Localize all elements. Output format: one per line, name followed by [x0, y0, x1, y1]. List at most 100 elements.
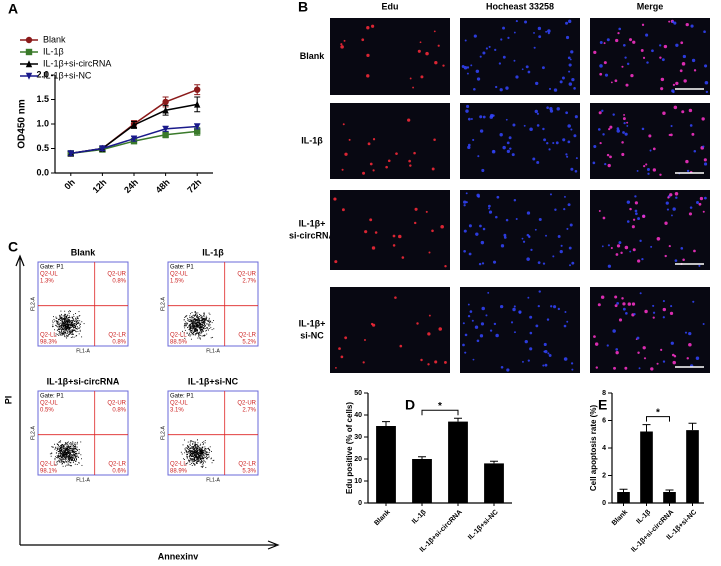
- event-dot: [202, 326, 204, 328]
- event-dot: [185, 324, 187, 326]
- event-dot: [61, 318, 63, 320]
- event-dot: [200, 449, 202, 451]
- micrograph: [460, 190, 580, 270]
- y-tick-label: 1.0: [36, 118, 49, 128]
- event-dot: [69, 462, 71, 464]
- event-dot: [197, 320, 198, 322]
- event-dot: [72, 451, 74, 453]
- event-dot: [70, 465, 72, 467]
- event-dot: [64, 457, 66, 459]
- event-dot: [68, 457, 70, 458]
- event-dot: [71, 327, 73, 329]
- event-dot: [59, 326, 61, 328]
- cell-dot: [662, 111, 666, 115]
- cell-dot: [597, 303, 601, 307]
- event-dot: [65, 448, 67, 450]
- event-dot: [58, 324, 60, 326]
- event-dot: [213, 320, 214, 322]
- cell-dot: [462, 322, 465, 325]
- y-axis-label: OD450 nm: [17, 99, 28, 149]
- event-dot: [65, 329, 67, 331]
- event-dot: [197, 456, 199, 458]
- event-dot: [52, 325, 54, 327]
- event-dot: [64, 447, 66, 449]
- event-dot: [63, 319, 65, 320]
- event-dot: [191, 323, 193, 325]
- event-dot: [70, 457, 72, 459]
- gate-label: Gate: P1: [40, 394, 64, 400]
- event-dot: [191, 447, 193, 449]
- event-dot: [191, 312, 193, 314]
- cell-dot: [625, 312, 628, 315]
- event-dot: [197, 445, 199, 447]
- event-dot: [70, 332, 72, 334]
- event-dot: [64, 325, 66, 326]
- event-dot: [67, 464, 69, 466]
- event-dot: [66, 454, 68, 456]
- event-dot: [78, 462, 80, 464]
- cell-dot: [595, 366, 598, 369]
- event-dot: [77, 320, 79, 322]
- event-dot: [192, 320, 194, 322]
- event-dot: [71, 443, 73, 445]
- event-dot: [198, 333, 199, 335]
- cell-dot: [468, 224, 472, 228]
- cell-dot: [648, 134, 652, 138]
- cell-dot: [641, 127, 645, 131]
- cell-dot: [565, 21, 569, 25]
- event-dot: [198, 448, 200, 450]
- cell-dot: [701, 117, 705, 121]
- cell-dot: [438, 327, 443, 331]
- cell-dot: [567, 203, 571, 207]
- micrograph: [330, 18, 450, 95]
- event-dot: [55, 464, 57, 466]
- event-dot: [191, 330, 193, 332]
- cell-dot: [565, 153, 568, 156]
- cell-dot: [574, 115, 578, 119]
- event-dot: [76, 328, 78, 330]
- event-dot: [199, 451, 201, 453]
- event-dot: [191, 463, 193, 465]
- event-dot: [68, 319, 70, 320]
- event-dot: [61, 318, 63, 320]
- event-dot: [207, 324, 209, 326]
- event-dot: [208, 325, 210, 327]
- y-tick-label: 0.5: [36, 143, 49, 153]
- event-dot: [77, 317, 79, 319]
- event-dot: [202, 444, 204, 446]
- event-dot: [195, 312, 197, 314]
- event-dot: [56, 463, 58, 465]
- event-dot: [67, 449, 69, 451]
- y-arrow-axis: [15, 254, 25, 545]
- quadrant-name: Q2-UL: [40, 272, 58, 278]
- event-dot: [191, 446, 193, 448]
- cell-dot: [538, 290, 541, 293]
- event-dot: [200, 443, 202, 445]
- cell-dot: [371, 24, 375, 28]
- event-dot: [67, 318, 69, 320]
- x-tick-label: IL-1β: [635, 508, 652, 525]
- event-dot: [73, 455, 75, 457]
- event-dot: [61, 453, 62, 454]
- cell-dot: [553, 305, 557, 309]
- event-dot: [207, 328, 209, 330]
- event-dot: [206, 329, 207, 331]
- event-dot: [73, 450, 75, 452]
- cell-dot: [569, 264, 572, 267]
- cell-dot: [464, 333, 468, 337]
- event-dot: [206, 456, 207, 458]
- event-dot: [59, 455, 61, 457]
- cell-dot: [500, 244, 505, 248]
- event-dot: [189, 451, 191, 453]
- event-dot: [61, 445, 63, 447]
- event-dot: [78, 327, 80, 329]
- event-dot: [67, 452, 69, 454]
- cell-dot: [524, 20, 528, 24]
- x-tick-label: 24h: [122, 177, 140, 195]
- event-dot: [189, 331, 191, 333]
- event-dot: [198, 459, 200, 461]
- event-dot: [207, 320, 209, 322]
- event-dot: [204, 450, 206, 452]
- cell-dot: [668, 244, 671, 248]
- event-dot: [196, 453, 198, 455]
